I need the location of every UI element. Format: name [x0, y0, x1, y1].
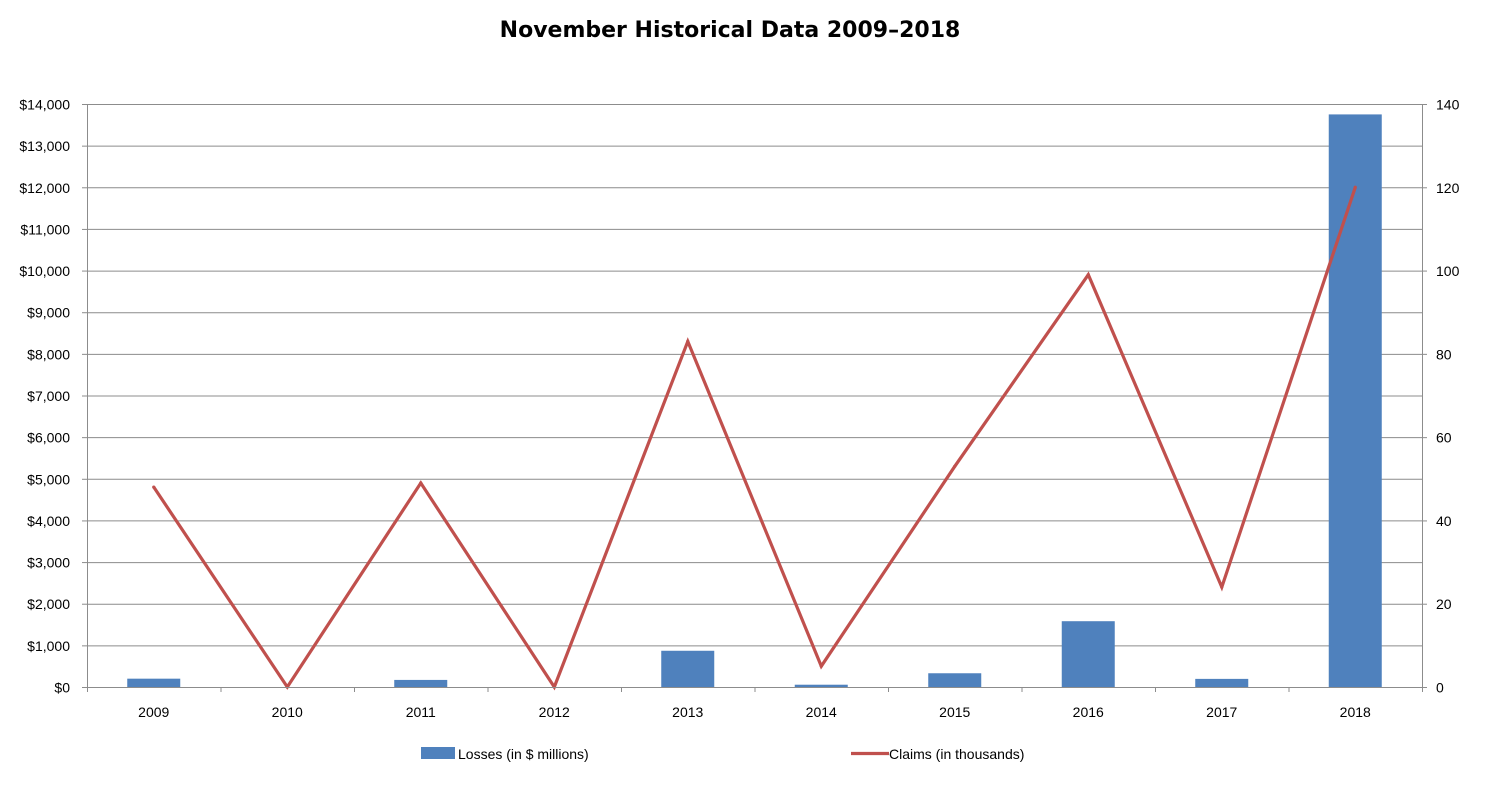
claims-point [819, 664, 823, 668]
y-left-tick-label: $6,000 [27, 430, 70, 446]
x-tick-label: 2016 [1073, 704, 1104, 720]
y-left-tick-label: $10,000 [19, 263, 70, 279]
x-tick-label: 2017 [1206, 704, 1237, 720]
x-tick-label: 2018 [1340, 704, 1371, 720]
losses-bars [127, 114, 1382, 688]
x-tick-label: 2010 [272, 704, 303, 720]
y-right-tick-label: 100 [1436, 263, 1460, 279]
y-left-tick-label: $13,000 [19, 138, 70, 154]
claims-point [419, 481, 423, 485]
y-left-tick-label: $14,000 [19, 97, 70, 113]
losses-bar [794, 684, 848, 687]
y-left-tick-label: $1,000 [27, 638, 70, 654]
losses-bar [928, 673, 982, 687]
y-left-tick-label: $4,000 [27, 513, 70, 529]
y-left-tick-label: $5,000 [27, 471, 70, 487]
y-left-tick-label: $7,000 [27, 388, 70, 404]
y-left-tick-label: $11,000 [20, 221, 70, 237]
y-right-tick-label: 120 [1436, 180, 1460, 196]
x-tick-label: 2012 [539, 704, 570, 720]
claims-point [152, 485, 156, 489]
y-left-tick-label: $8,000 [27, 346, 70, 362]
losses-bar [1195, 678, 1249, 687]
losses-bar [661, 650, 715, 687]
gridlines [87, 104, 1422, 647]
claims-point [1086, 273, 1090, 277]
x-tick-label: 2013 [672, 704, 703, 720]
losses-bar [1061, 621, 1115, 687]
y-left-tick-label: $0 [54, 680, 70, 696]
claims-series-line [152, 186, 1357, 691]
claims-point [953, 464, 957, 468]
x-tick-label: 2014 [806, 704, 837, 720]
losses-bar [394, 679, 448, 687]
y-right-tick-label: 40 [1436, 513, 1452, 529]
x-tick-label: 2015 [939, 704, 970, 720]
y-left-tick-label: $9,000 [27, 305, 70, 321]
y-right-tick-label: 60 [1436, 430, 1452, 446]
legend-label-losses: Losses (in $ millions) [458, 746, 589, 762]
claims-point [1220, 585, 1224, 589]
losses-bar [127, 678, 181, 687]
claims-point [1353, 185, 1357, 189]
legend-swatch-losses [421, 747, 455, 759]
legend: Losses (in $ millions) Claims (in thousan… [421, 746, 1024, 762]
claims-line [152, 185, 1357, 691]
losses-bar [1328, 114, 1382, 688]
y-right-tick-label: 20 [1436, 596, 1452, 612]
y-left-tick-label: $12,000 [19, 180, 70, 196]
y-left-tick-label: $3,000 [27, 555, 70, 571]
y-right-tick-label: 0 [1436, 680, 1444, 696]
legend-label-claims: Claims (in thousands) [889, 746, 1024, 762]
claims-point [686, 339, 690, 343]
x-tick-label: 2011 [406, 704, 436, 720]
y-left-tick-label: $2,000 [27, 596, 70, 612]
y-right-tick-label: 80 [1436, 346, 1452, 362]
axes: $0 $1,000 $2,000 $3,000 $4,000 $5,000 $6,000 $7… [19, 97, 1459, 721]
y-right-tick-label: 140 [1436, 97, 1460, 113]
x-tick-label: 2009 [138, 704, 169, 720]
chart-title: November Historical Data 2009–2018 [500, 18, 961, 43]
